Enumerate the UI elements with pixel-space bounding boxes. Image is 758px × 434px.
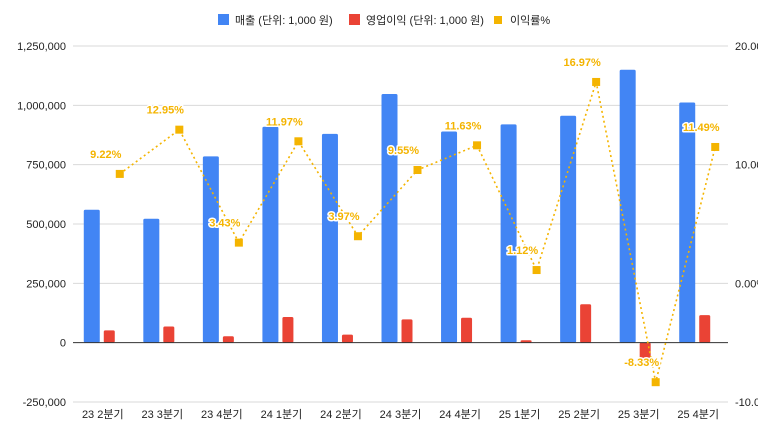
bar-revenue	[441, 131, 458, 343]
x-tick-label: 24 4분기	[439, 408, 481, 421]
margin-data-label: 11.97%	[266, 116, 303, 128]
margin-label-halo: 11.63%	[445, 120, 482, 132]
x-tick-label: 25 1분기	[499, 408, 541, 421]
y-axis-right: -10.0 0.00% 10.00 20.00	[735, 41, 758, 409]
margin-label-halo: 12.95%	[147, 105, 185, 117]
margin-data-label: 11.49%	[683, 122, 720, 134]
x-axis: 23 2분기 23 3분기 23 4분기 24 1분기 24 2분기 24 3분기 24 4…	[82, 408, 719, 421]
margin-label-halo: 11.49%	[683, 122, 720, 134]
bar-operating-profit	[401, 319, 413, 343]
y-left-tick-label: 500,000	[26, 219, 66, 231]
y-left-tick-label: 750,000	[26, 160, 66, 172]
y-right-tick-label: 0.00%	[735, 278, 758, 290]
bar-revenue	[202, 156, 219, 343]
y-right-tick-label: 20.00	[735, 41, 758, 53]
margin-data-label: 1.12%	[507, 245, 538, 257]
x-tick-label: 23 2분기	[82, 408, 124, 421]
margin-point	[711, 142, 720, 151]
bar-operating-profit	[639, 342, 651, 359]
margin-label-halo: 11.97%	[266, 116, 303, 128]
x-tick-label: 24 2분기	[320, 408, 362, 421]
x-tick-label: 23 3분기	[141, 408, 183, 421]
bar-operating-profit	[580, 304, 592, 343]
x-tick-label: 24 3분기	[380, 408, 422, 421]
y-left-tick-label: 0	[60, 338, 66, 350]
y-left-tick-label: 250,000	[26, 278, 66, 290]
margin-point	[651, 378, 660, 387]
bar-operating-profit	[163, 326, 175, 343]
bar-revenue	[83, 209, 100, 343]
margin-data-label: 16.97%	[563, 57, 601, 69]
legend-label-profit: 영업이익 (단위: 1,000 원)	[366, 14, 484, 27]
bar-operating-profit	[103, 330, 115, 343]
margin-label-halo: 3.97%	[328, 211, 359, 223]
bar-revenue	[143, 218, 160, 343]
y-right-tick-label: 10.00	[735, 160, 758, 172]
margin-data-label: 11.63%	[445, 120, 482, 132]
margin-label-halo: 9.55%	[388, 145, 419, 157]
legend-swatch-profit	[349, 14, 360, 25]
bar-revenue	[381, 93, 398, 343]
legend-swatch-margin	[494, 16, 502, 24]
bar-revenue	[321, 133, 338, 343]
bar-revenue	[560, 115, 577, 343]
bar-operating-profit	[341, 334, 353, 343]
margin-line: 9.22%9.22%12.95%12.95%3.43%3.43%11.97%11…	[89, 55, 721, 387]
bar-operating-profit	[282, 317, 294, 343]
x-tick-label: 25 2분기	[558, 408, 600, 421]
bars	[83, 69, 711, 359]
bar-operating-profit	[222, 336, 234, 343]
margin-label-halo: 16.97%	[563, 57, 601, 69]
legend-label-revenue: 매출 (단위: 1,000 원)	[235, 14, 333, 27]
bar-revenue	[619, 69, 636, 343]
margin-label-halo: 1.12%	[507, 245, 538, 257]
margin-point	[115, 169, 124, 178]
margin-point	[353, 232, 362, 241]
margin-data-label: 3.43%	[209, 218, 240, 230]
margin-label-halo: 3.43%	[209, 218, 240, 230]
legend-label-margin: 이익률%	[510, 14, 550, 27]
y-axis-left: -250,000 0 250,000 500,000 750,000 1,000,000 1…	[17, 41, 66, 409]
margin-point	[294, 137, 303, 146]
bar-revenue	[500, 124, 517, 343]
legend-swatch-revenue	[218, 14, 229, 25]
y-left-tick-label: 1,250,000	[17, 41, 66, 53]
margin-point	[234, 238, 243, 247]
gridlines	[73, 45, 728, 403]
margin-point	[175, 125, 184, 134]
margin-point	[413, 166, 422, 175]
x-tick-label: 23 4분기	[201, 408, 243, 421]
bar-revenue	[262, 126, 279, 343]
y-left-tick-label: 1,000,000	[17, 100, 66, 112]
margin-label-halo: -8.33%	[624, 357, 659, 369]
bar-operating-profit	[520, 340, 532, 343]
margin-point	[592, 77, 601, 86]
margin-data-label: 12.95%	[147, 105, 185, 117]
bar-revenue	[679, 102, 696, 343]
margin-point	[532, 266, 541, 275]
x-tick-label: 25 3분기	[618, 408, 660, 421]
margin-data-label: 3.97%	[328, 211, 359, 223]
legend: 매출 (단위: 1,000 원) 영업이익 (단위: 1,000 원) 이익률%	[218, 14, 550, 27]
margin-data-label: 9.55%	[388, 145, 419, 157]
bar-operating-profit	[461, 317, 473, 343]
x-tick-label: 24 1분기	[261, 408, 303, 421]
x-tick-label: 25 4분기	[677, 408, 719, 421]
margin-data-label: -8.33%	[624, 357, 659, 369]
margin-data-label: 9.22%	[90, 149, 121, 161]
margin-label-halo: 9.22%	[90, 149, 121, 161]
margin-point	[473, 141, 482, 150]
y-left-tick-label: -250,000	[23, 397, 66, 409]
y-right-tick-label: -10.0	[735, 397, 758, 409]
bar-operating-profit	[699, 315, 711, 343]
